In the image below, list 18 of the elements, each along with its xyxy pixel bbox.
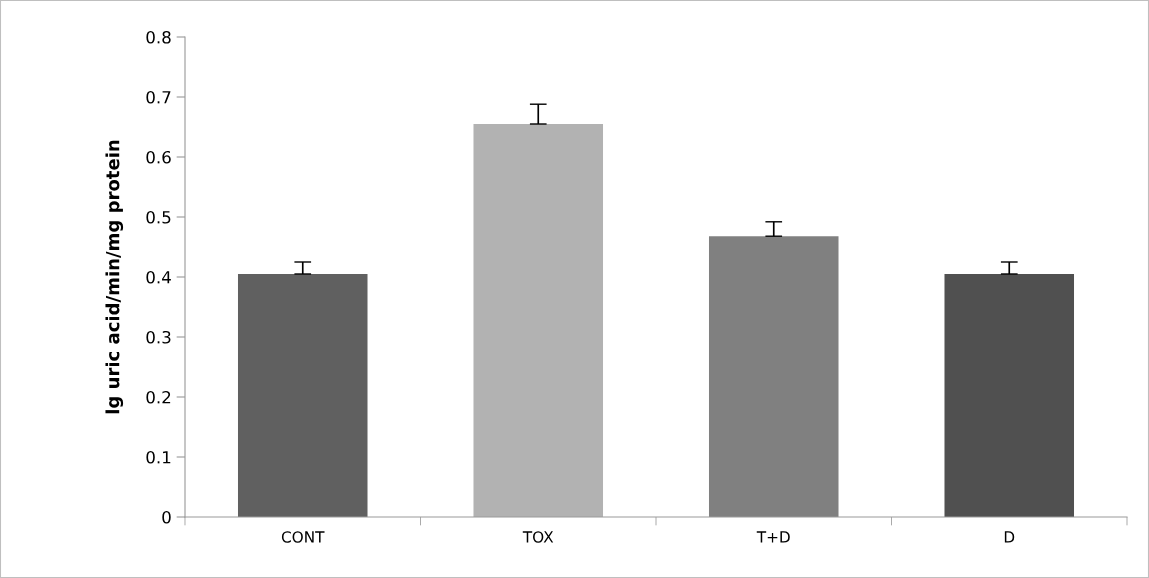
y-tick-label: 0.5 <box>146 210 171 224</box>
y-tick-label: 0.3 <box>146 330 171 344</box>
x-tick-label: D <box>1004 531 1015 543</box>
y-tick-label: 0.4 <box>146 270 171 284</box>
x-tick-label: CONT <box>281 531 325 543</box>
y-axis-title: lg uric acid/min/mg protein <box>105 140 124 414</box>
bar <box>473 124 604 517</box>
bar <box>944 274 1075 517</box>
y-tick-label: 0.6 <box>146 150 171 164</box>
y-tick-label: 0 <box>162 510 171 524</box>
x-tick-label: T+D <box>756 531 790 543</box>
y-tick-label: 0.7 <box>146 90 171 104</box>
y-tick-label: 0.1 <box>146 450 171 464</box>
y-tick-label: 0.2 <box>146 390 171 404</box>
x-tick-label: TOX <box>522 531 554 543</box>
y-tick-label: 0.8 <box>146 30 171 44</box>
bar <box>708 236 839 517</box>
bar <box>237 274 368 517</box>
